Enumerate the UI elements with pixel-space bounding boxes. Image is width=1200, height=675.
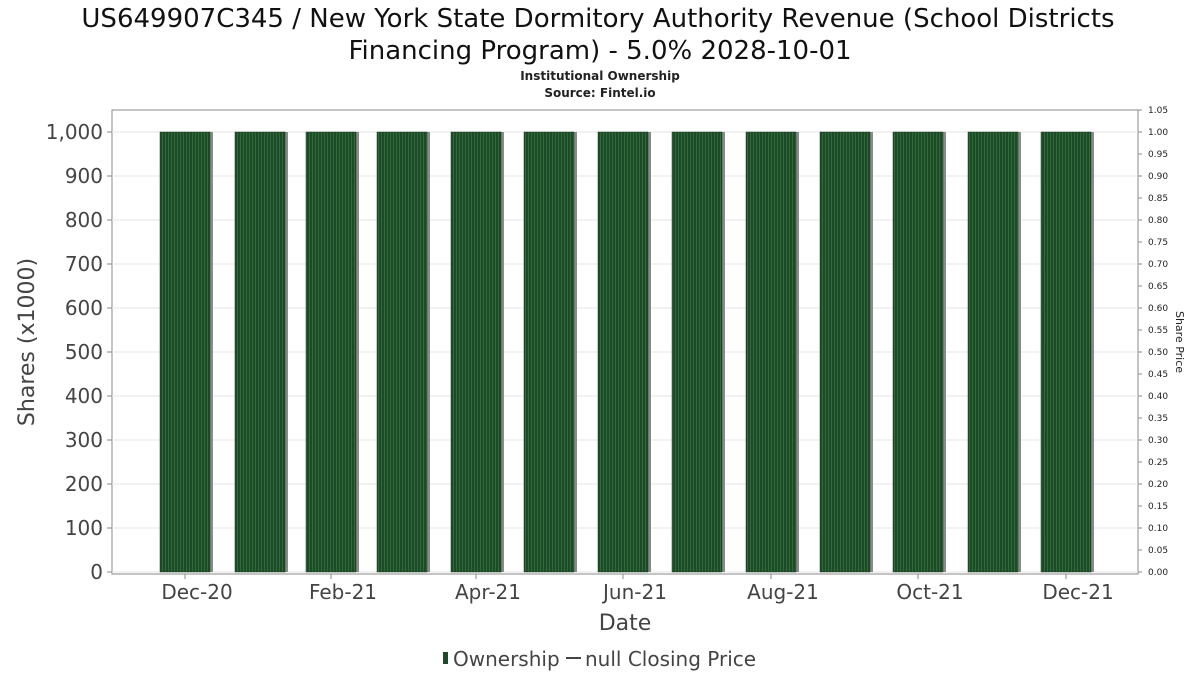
y-axis-ticks: 0 100 200 300 400 500 600 700 800 900 1,000 [46,120,112,584]
y-tick-label: 0 [90,560,103,584]
x-tick-label: Dec-21 [1042,580,1113,604]
y-tick-label: 500 [65,340,103,364]
ownership-bar [671,131,723,573]
y-tick-label: 1,000 [46,120,103,144]
y2-tick-label: 0.95 [1148,150,1168,160]
legend: Ownership null Closing Price [443,647,756,671]
ownership-bar [967,131,1019,573]
chart-title-line-1: US649907C345 / New York State Dormitory … [81,4,1114,34]
bar-shadow [210,132,213,572]
chart-title-line-2: Financing Program) - 5.0% 2028-10-01 [348,36,851,66]
ownership-bar [745,131,797,573]
x-tick-label: Feb-21 [309,580,377,604]
y-tick-label: 800 [65,208,103,232]
bar-shadow [356,132,359,572]
y2-tick-label: 0.25 [1148,458,1168,468]
y2-tick-label: 0.70 [1148,260,1168,270]
y2-tick-label: 0.80 [1148,216,1168,226]
bar-shadow [796,132,799,572]
y2-tick-label: 0.15 [1148,502,1168,512]
chart-source: Source: Fintel.io [544,86,655,100]
y2-tick-label: 0.10 [1148,524,1168,534]
bar-shadow [1091,132,1094,572]
bar-shadow [1018,132,1021,572]
bar-shadow [574,132,577,572]
legend-price-label: null Closing Price [585,647,756,671]
bar-shadow [870,132,873,572]
y2-tick-label: 0.05 [1148,546,1168,556]
y2-tick-label: 0.90 [1148,172,1168,182]
y-tick-label: 100 [65,516,103,540]
ownership-bar [305,131,357,573]
x-tick-label: Dec-20 [161,580,232,604]
bar-shadow [648,132,651,572]
y2-tick-label: 0.20 [1148,480,1168,490]
ownership-bar [376,131,428,573]
y-axis-label: Shares (x1000) [15,258,40,426]
ownership-bar [1040,131,1092,573]
legend-ownership-label: Ownership [453,647,560,671]
y2-tick-label: 0.00 [1148,568,1168,578]
y-tick-label: 400 [65,384,103,408]
ownership-bar [597,131,649,573]
ownership-bar [159,131,211,573]
y2-tick-label: 0.30 [1148,436,1168,446]
y-tick-label: 900 [65,164,103,188]
y-tick-label: 200 [65,472,103,496]
y2-tick-label: 1.05 [1148,106,1168,116]
y2-tick-label: 0.65 [1148,282,1168,292]
x-axis-ticks: Dec-20 Feb-21 Apr-21 Jun-21 Aug-21 Oct-21 Dec-… [161,574,1114,604]
y-tick-label: 600 [65,296,103,320]
y2-tick-label: 0.85 [1148,194,1168,204]
ownership-bar [819,131,871,573]
chart-subtitle: Institutional Ownership [520,69,680,83]
y2-tick-label: 0.55 [1148,326,1168,336]
ownership-bars [159,131,1094,573]
y2-tick-label: 0.35 [1148,414,1168,424]
bar-shadow [427,132,430,572]
ownership-bar [234,131,286,573]
x-tick-label: Aug-21 [747,580,819,604]
ownership-bar [450,131,502,573]
bar-shadow [722,132,725,572]
y-tick-label: 700 [65,252,103,276]
ownership-bar [523,131,575,573]
y2-tick-label: 0.45 [1148,370,1168,380]
y2-tick-label: 0.50 [1148,348,1168,358]
ownership-bar [892,131,944,573]
x-tick-label: Jun-21 [601,580,667,604]
bar-shadow [285,132,288,572]
y2-axis-ticks: 0.00 0.05 0.10 0.15 0.20 0.25 0.30 0.35 0.40 0.45… [1138,106,1168,578]
y2-tick-label: 1.00 [1148,128,1168,138]
x-tick-label: Apr-21 [455,580,521,604]
y2-tick-label: 0.60 [1148,304,1168,314]
x-tick-label: Oct-21 [896,580,963,604]
bar-shadow [943,132,946,572]
y2-tick-label: 0.40 [1148,392,1168,402]
bar-shadow [501,132,504,572]
y2-tick-label: 0.75 [1148,238,1168,248]
y2-axis-label: Share Price [1173,311,1186,373]
y-tick-label: 300 [65,428,103,452]
x-axis-label: Date [599,611,652,636]
legend-ownership-swatch [443,652,448,664]
